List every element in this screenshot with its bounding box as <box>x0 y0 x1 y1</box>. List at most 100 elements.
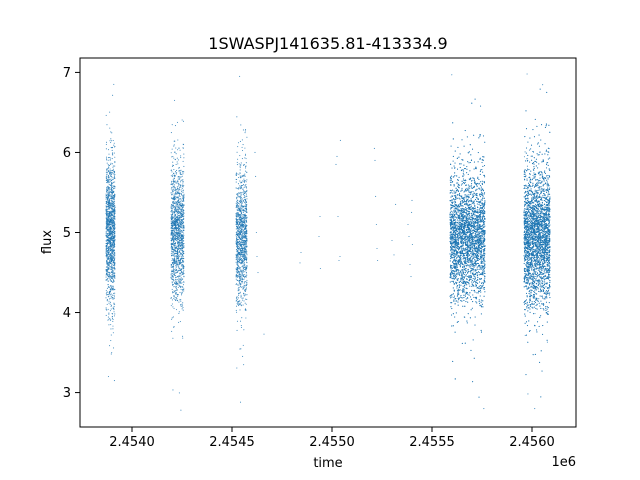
data-point <box>112 240 114 242</box>
data-point <box>105 271 107 273</box>
data-point <box>239 233 241 235</box>
data-point <box>106 221 108 223</box>
data-point <box>170 230 172 232</box>
data-point <box>235 213 237 215</box>
data-point <box>112 264 115 267</box>
data-point <box>107 316 109 318</box>
data-point <box>245 167 247 169</box>
data-point <box>172 337 174 339</box>
data-point <box>106 287 109 289</box>
data-point <box>108 202 110 204</box>
data-point <box>107 229 109 231</box>
data-point <box>180 409 182 411</box>
data-point <box>177 200 179 202</box>
data-point <box>240 326 242 328</box>
data-point <box>108 300 110 302</box>
data-point <box>239 277 241 279</box>
data-point <box>240 162 242 164</box>
data-point <box>170 265 172 267</box>
data-point <box>179 244 181 246</box>
data-point <box>171 175 174 178</box>
data-point <box>244 132 246 134</box>
data-point <box>113 202 115 204</box>
data-point <box>176 157 178 159</box>
data-point <box>242 267 244 269</box>
data-point <box>239 276 242 278</box>
data-point <box>110 208 113 210</box>
data-point <box>113 218 116 220</box>
data-point <box>244 252 246 254</box>
data-point <box>106 223 108 225</box>
data-point <box>236 188 238 190</box>
data-point <box>239 320 242 322</box>
data-point <box>235 174 237 177</box>
data-point <box>177 246 180 248</box>
data-point <box>109 262 111 264</box>
data-point <box>110 276 112 278</box>
data-point <box>110 142 112 144</box>
data-point <box>114 233 116 235</box>
data-point <box>242 232 244 234</box>
data-point <box>109 272 111 274</box>
data-point <box>172 239 175 241</box>
data-point <box>246 261 248 263</box>
data-point <box>181 203 183 205</box>
data-point <box>246 198 248 200</box>
data-point <box>106 221 109 224</box>
data-point <box>107 273 109 275</box>
data-point <box>113 146 115 148</box>
data-point <box>111 235 113 237</box>
data-point <box>172 219 174 221</box>
data-point <box>245 190 247 192</box>
data-point <box>108 181 110 183</box>
data-point <box>183 222 185 224</box>
data-point <box>182 143 184 145</box>
data-point <box>177 178 179 180</box>
data-point <box>245 236 247 238</box>
data-point <box>179 250 181 252</box>
data-point <box>241 175 243 177</box>
data-point <box>179 269 181 272</box>
data-point <box>182 225 184 227</box>
data-point <box>173 240 175 243</box>
data-point <box>242 184 244 186</box>
data-point <box>109 188 111 190</box>
data-point <box>107 235 109 237</box>
data-point <box>113 185 116 188</box>
data-point <box>176 186 178 188</box>
data-point <box>110 157 112 159</box>
data-point <box>236 231 238 233</box>
data-point <box>111 214 113 216</box>
data-point <box>106 269 108 271</box>
data-point <box>237 297 240 299</box>
data-point <box>245 317 247 319</box>
data-point <box>170 152 172 154</box>
data-point <box>237 284 239 286</box>
data-point <box>176 245 178 247</box>
data-point <box>240 191 242 193</box>
data-point <box>182 255 184 257</box>
data-point <box>110 232 112 234</box>
data-point <box>110 255 112 258</box>
data-point <box>113 219 115 221</box>
data-point <box>180 277 182 279</box>
data-point <box>106 246 108 248</box>
data-point <box>110 289 112 291</box>
data-point <box>176 239 179 241</box>
data-point <box>238 188 240 190</box>
data-point <box>240 241 242 244</box>
data-point <box>111 200 113 202</box>
data-point <box>244 173 246 175</box>
data-point <box>242 237 244 239</box>
data-point <box>180 176 182 178</box>
data-point <box>178 185 180 187</box>
data-point <box>175 209 177 211</box>
data-point <box>172 284 174 286</box>
data-point <box>180 230 182 232</box>
data-point <box>182 147 184 149</box>
data-point <box>111 289 113 291</box>
data-point <box>170 298 172 300</box>
data-point <box>172 203 174 205</box>
data-point <box>238 173 240 175</box>
data-point <box>241 279 243 281</box>
